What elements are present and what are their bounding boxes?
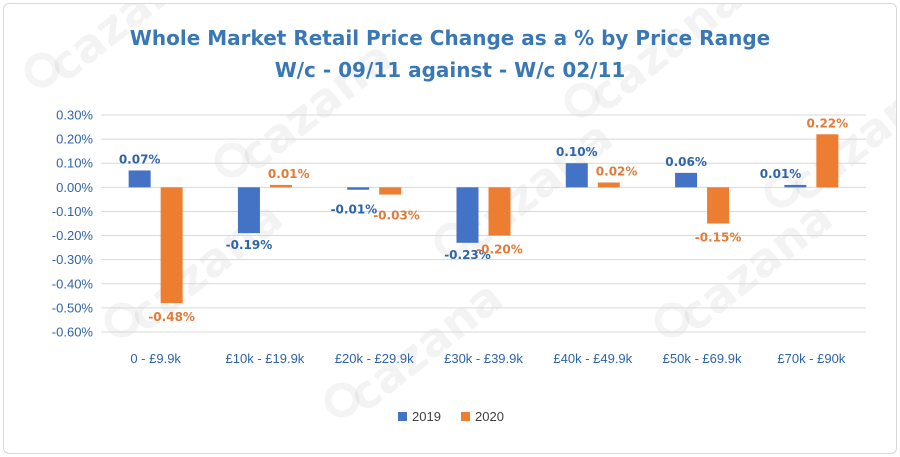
x-tick-label: £30k - £39.9k <box>444 351 523 366</box>
data-label-2020-2: -0.03% <box>373 209 420 223</box>
cazana-logo-icon <box>104 302 140 338</box>
bar-2020-6 <box>816 134 839 188</box>
cazana-logo-icon <box>654 302 690 338</box>
chart-title: Whole Market Retail Price Change as a % … <box>130 26 770 50</box>
data-label-2020-6: 0.22% <box>807 116 849 130</box>
bar-2020-1 <box>269 184 292 188</box>
bar-2019-1 <box>237 187 260 234</box>
y-tick-label: 0.10% <box>56 156 93 171</box>
legend-label-2019: 2019 <box>412 409 441 424</box>
bar-2020-3 <box>488 187 511 236</box>
y-tick-label: -0.60% <box>52 325 94 340</box>
data-label-2020-1: 0.01% <box>268 167 310 181</box>
data-labels: 0.07% -0.48% -0.19% 0.01% -0.01%-0.03% -0.23%… <box>119 116 848 324</box>
y-tick-label: -0.20% <box>52 228 94 243</box>
x-tick-label: £50k - £69.9k <box>663 351 742 366</box>
y-tick-label: 0.20% <box>56 132 93 147</box>
x-tick-label: 0 - £9.9k <box>130 351 181 366</box>
data-label-2020-5: -0.15% <box>695 231 742 245</box>
legend-swatch-2020 <box>461 412 470 421</box>
data-label-2019-2: -0.01% <box>331 203 378 217</box>
data-label-2019-6: 0.01% <box>760 167 802 181</box>
data-label-2019-5: 0.06% <box>665 155 707 169</box>
cazana-logo-icon <box>324 382 360 418</box>
watermark-text: cazana <box>228 29 403 182</box>
watermark-text: cazana <box>118 189 293 342</box>
chart-frame: cazanacazanacazanacazanacazanacazanacaza… <box>3 3 897 454</box>
data-label-2019-0: 0.07% <box>119 152 161 166</box>
bar-2020-5 <box>707 187 730 224</box>
y-tick-label: 0.30% <box>56 108 93 123</box>
data-label-2019-1: -0.19% <box>226 238 273 252</box>
data-label-2020-4: 0.02% <box>596 165 638 179</box>
y-tick-label: -0.10% <box>52 204 94 219</box>
bar-2019-2 <box>347 187 370 190</box>
data-label-2019-3: -0.23% <box>444 248 491 262</box>
cazana-logo-icon <box>564 82 600 118</box>
chart-svg: cazanacazanacazanacazanacazanacazanacaza… <box>24 4 896 424</box>
data-label-2019-4: 0.10% <box>556 145 598 159</box>
y-axis-ticks: 0.30% 0.20% 0.10% 0.00% -0.10% -0.20% -0.30% -0… <box>52 108 94 340</box>
bar-2019-0 <box>128 170 151 188</box>
cazana-logo-icon <box>764 172 800 208</box>
x-tick-label: £20k - £29.9k <box>335 351 414 366</box>
x-tick-label: £10k - £19.9k <box>226 351 305 366</box>
y-tick-label: -0.30% <box>52 252 94 267</box>
y-tick-label: 0.00% <box>56 180 93 195</box>
watermark-text: cazana <box>338 269 513 422</box>
y-tick-label: -0.50% <box>52 300 94 315</box>
legend-label-2020: 2020 <box>475 409 504 424</box>
legend: 2019 2020 <box>398 409 504 424</box>
chart-subtitle: W/c - 09/11 against - W/c 02/11 <box>275 58 626 82</box>
cazana-logo-icon <box>24 52 60 88</box>
gridlines <box>101 114 866 333</box>
bar-2019-6 <box>784 184 807 188</box>
cazana-logo-icon <box>214 142 250 178</box>
watermark-text: cazana <box>668 189 843 342</box>
data-label-2020-0: -0.48% <box>148 310 195 324</box>
bar-2019-4 <box>565 163 588 188</box>
bar-2019-3 <box>456 187 479 243</box>
bar-2020-0 <box>160 187 183 304</box>
x-axis-ticks: 0 - £9.9k £10k - £19.9k £20k - £29.9k £30k … <box>130 351 845 366</box>
data-label-2020-3: -0.20% <box>476 243 523 257</box>
x-tick-label: £40k - £49.9k <box>553 351 632 366</box>
bar-2020-4 <box>597 182 620 188</box>
bar-2020-2 <box>379 187 402 195</box>
bars <box>128 134 839 304</box>
legend-swatch-2019 <box>398 412 407 421</box>
bar-2019-5 <box>675 172 698 188</box>
x-tick-label: £70k - £90k <box>777 351 845 366</box>
y-tick-label: -0.40% <box>52 276 94 291</box>
